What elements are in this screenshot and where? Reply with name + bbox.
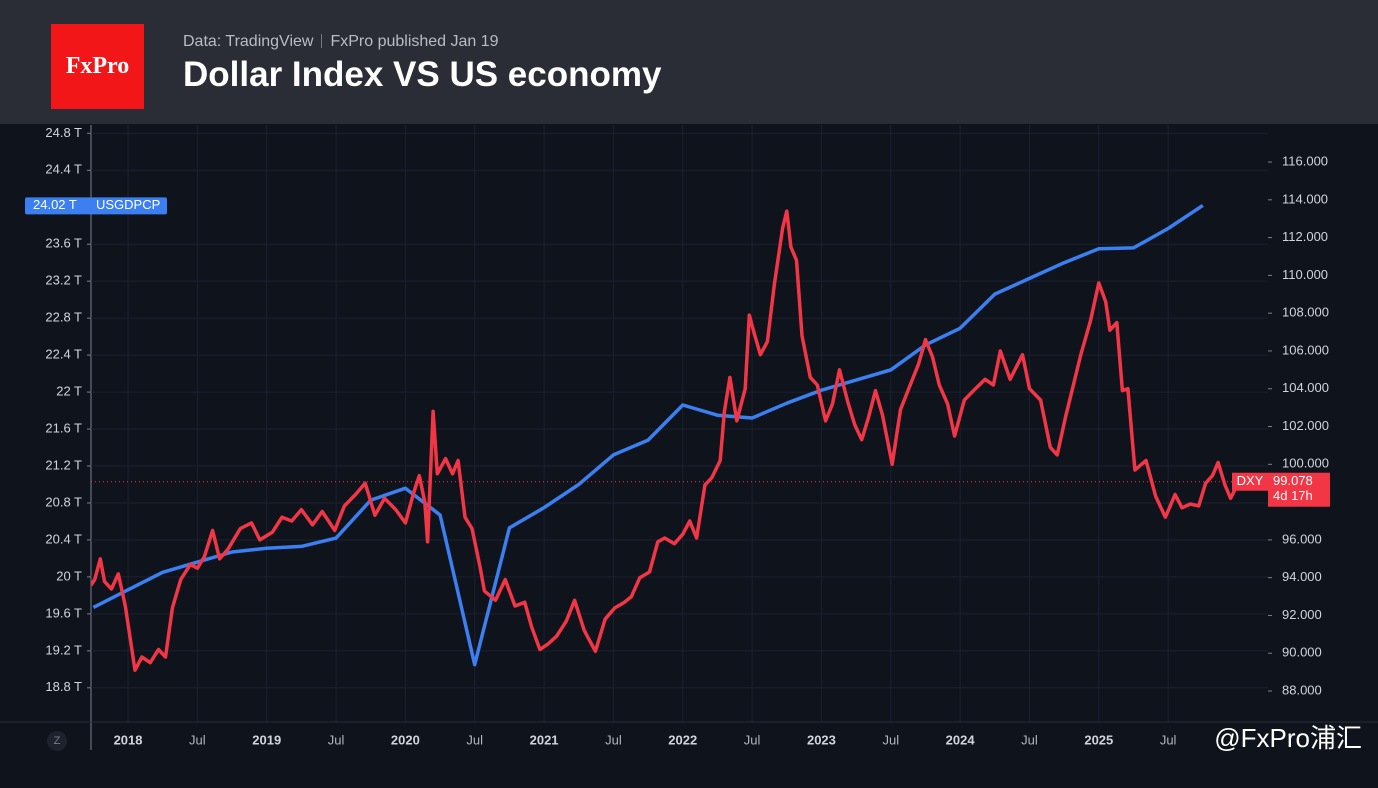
- last-value-label: 99.078: [1273, 473, 1313, 488]
- y-tick-label: 23.2 T: [45, 273, 82, 288]
- y-tick-label: 22.4 T: [45, 347, 82, 362]
- countdown: 4d 17h: [1273, 488, 1313, 503]
- last-value-tag: [25, 197, 167, 215]
- y2-tick-label: 100.000: [1282, 456, 1329, 471]
- x-tick-label: Jul: [1160, 732, 1177, 747]
- x-tick-label: Jul: [882, 732, 899, 747]
- series-name: DXY: [1237, 473, 1264, 488]
- y-tick-label: 20 T: [56, 568, 82, 583]
- y2-tick-label: 88.000: [1282, 682, 1322, 697]
- zoom-button[interactable]: [47, 731, 67, 751]
- x-tick-label: Jul: [189, 732, 206, 747]
- y-tick-label: 23.6 T: [45, 236, 82, 251]
- last-value-tag: [1232, 472, 1268, 491]
- y-tick-label: 24.8 T: [45, 125, 82, 140]
- source-line: Data: TradingView FxPro published Jan 19: [183, 33, 499, 51]
- x-tick-label: 2020: [391, 732, 420, 747]
- separator: [321, 34, 323, 48]
- y-tick-label: 24.4 T: [45, 162, 82, 177]
- y2-tick-label: 102.000: [1282, 418, 1329, 433]
- x-tick-label: Jul: [328, 732, 345, 747]
- y-tick-label: 19.6 T: [45, 605, 82, 620]
- y-tick-label: 20.4 T: [45, 531, 82, 546]
- x-tick-label: 2023: [807, 732, 836, 747]
- plot: [91, 203, 1241, 672]
- y2-tick-label: 106.000: [1282, 342, 1329, 357]
- x-tick-label: Jul: [605, 732, 622, 747]
- y-tick-label: 20.8 T: [45, 494, 82, 509]
- x-tick-label: Jul: [1021, 732, 1038, 747]
- x-tick-label: 2025: [1084, 732, 1113, 747]
- y2-tick-label: 92.000: [1282, 607, 1322, 622]
- x-tick-label: Jul: [466, 732, 483, 747]
- y-tick-label: 21.6 T: [45, 420, 82, 435]
- y2-tick-label: 114.000: [1282, 191, 1328, 206]
- y2-tick-label: 112.000: [1282, 229, 1328, 244]
- logo: FxPro: [51, 24, 144, 109]
- y2-tick-label: 94.000: [1282, 569, 1322, 584]
- x-tick-label: 2021: [530, 732, 559, 747]
- y2-tick-label: 108.000: [1282, 305, 1329, 320]
- y-tick-label: 22.8 T: [45, 310, 82, 325]
- series-name: USGDPCP: [96, 197, 160, 212]
- chart-title: Dollar Index VS US economy: [183, 55, 662, 94]
- x-tick-label: 2018: [114, 732, 143, 747]
- header: FxPro Data: TradingView FxPro published J…: [0, 0, 1378, 124]
- y-tick-label: 22 T: [56, 384, 82, 399]
- x-tick-label: Jul: [744, 732, 761, 747]
- y2-tick-label: 104.000: [1282, 380, 1329, 395]
- y-tick-label: 19.2 T: [45, 642, 82, 657]
- y-tick-label: 21.2 T: [45, 457, 82, 472]
- watermark: @FxPro浦汇: [1214, 723, 1362, 753]
- y2-tick-label: 96.000: [1282, 531, 1322, 546]
- last-value-tag: [1268, 472, 1330, 507]
- line-usgdpcp: [92, 203, 1204, 667]
- last-value-label: 24.02 T: [33, 197, 77, 212]
- x-tick-label: 2019: [252, 732, 281, 747]
- y-tick-label: 18.8 T: [45, 679, 82, 694]
- x-tick-label: 2024: [946, 732, 976, 747]
- y2-tick-label: 110.000: [1282, 267, 1328, 282]
- published: FxPro published Jan 19: [330, 33, 499, 50]
- x-tick-label: 2022: [668, 732, 697, 747]
- zoom-label[interactable]: Z: [54, 735, 61, 747]
- line-dxy: [91, 209, 1241, 672]
- source: Data: TradingView: [183, 33, 314, 50]
- y2-tick-label: 116.000: [1282, 153, 1328, 168]
- y2-tick-label: 90.000: [1282, 645, 1322, 660]
